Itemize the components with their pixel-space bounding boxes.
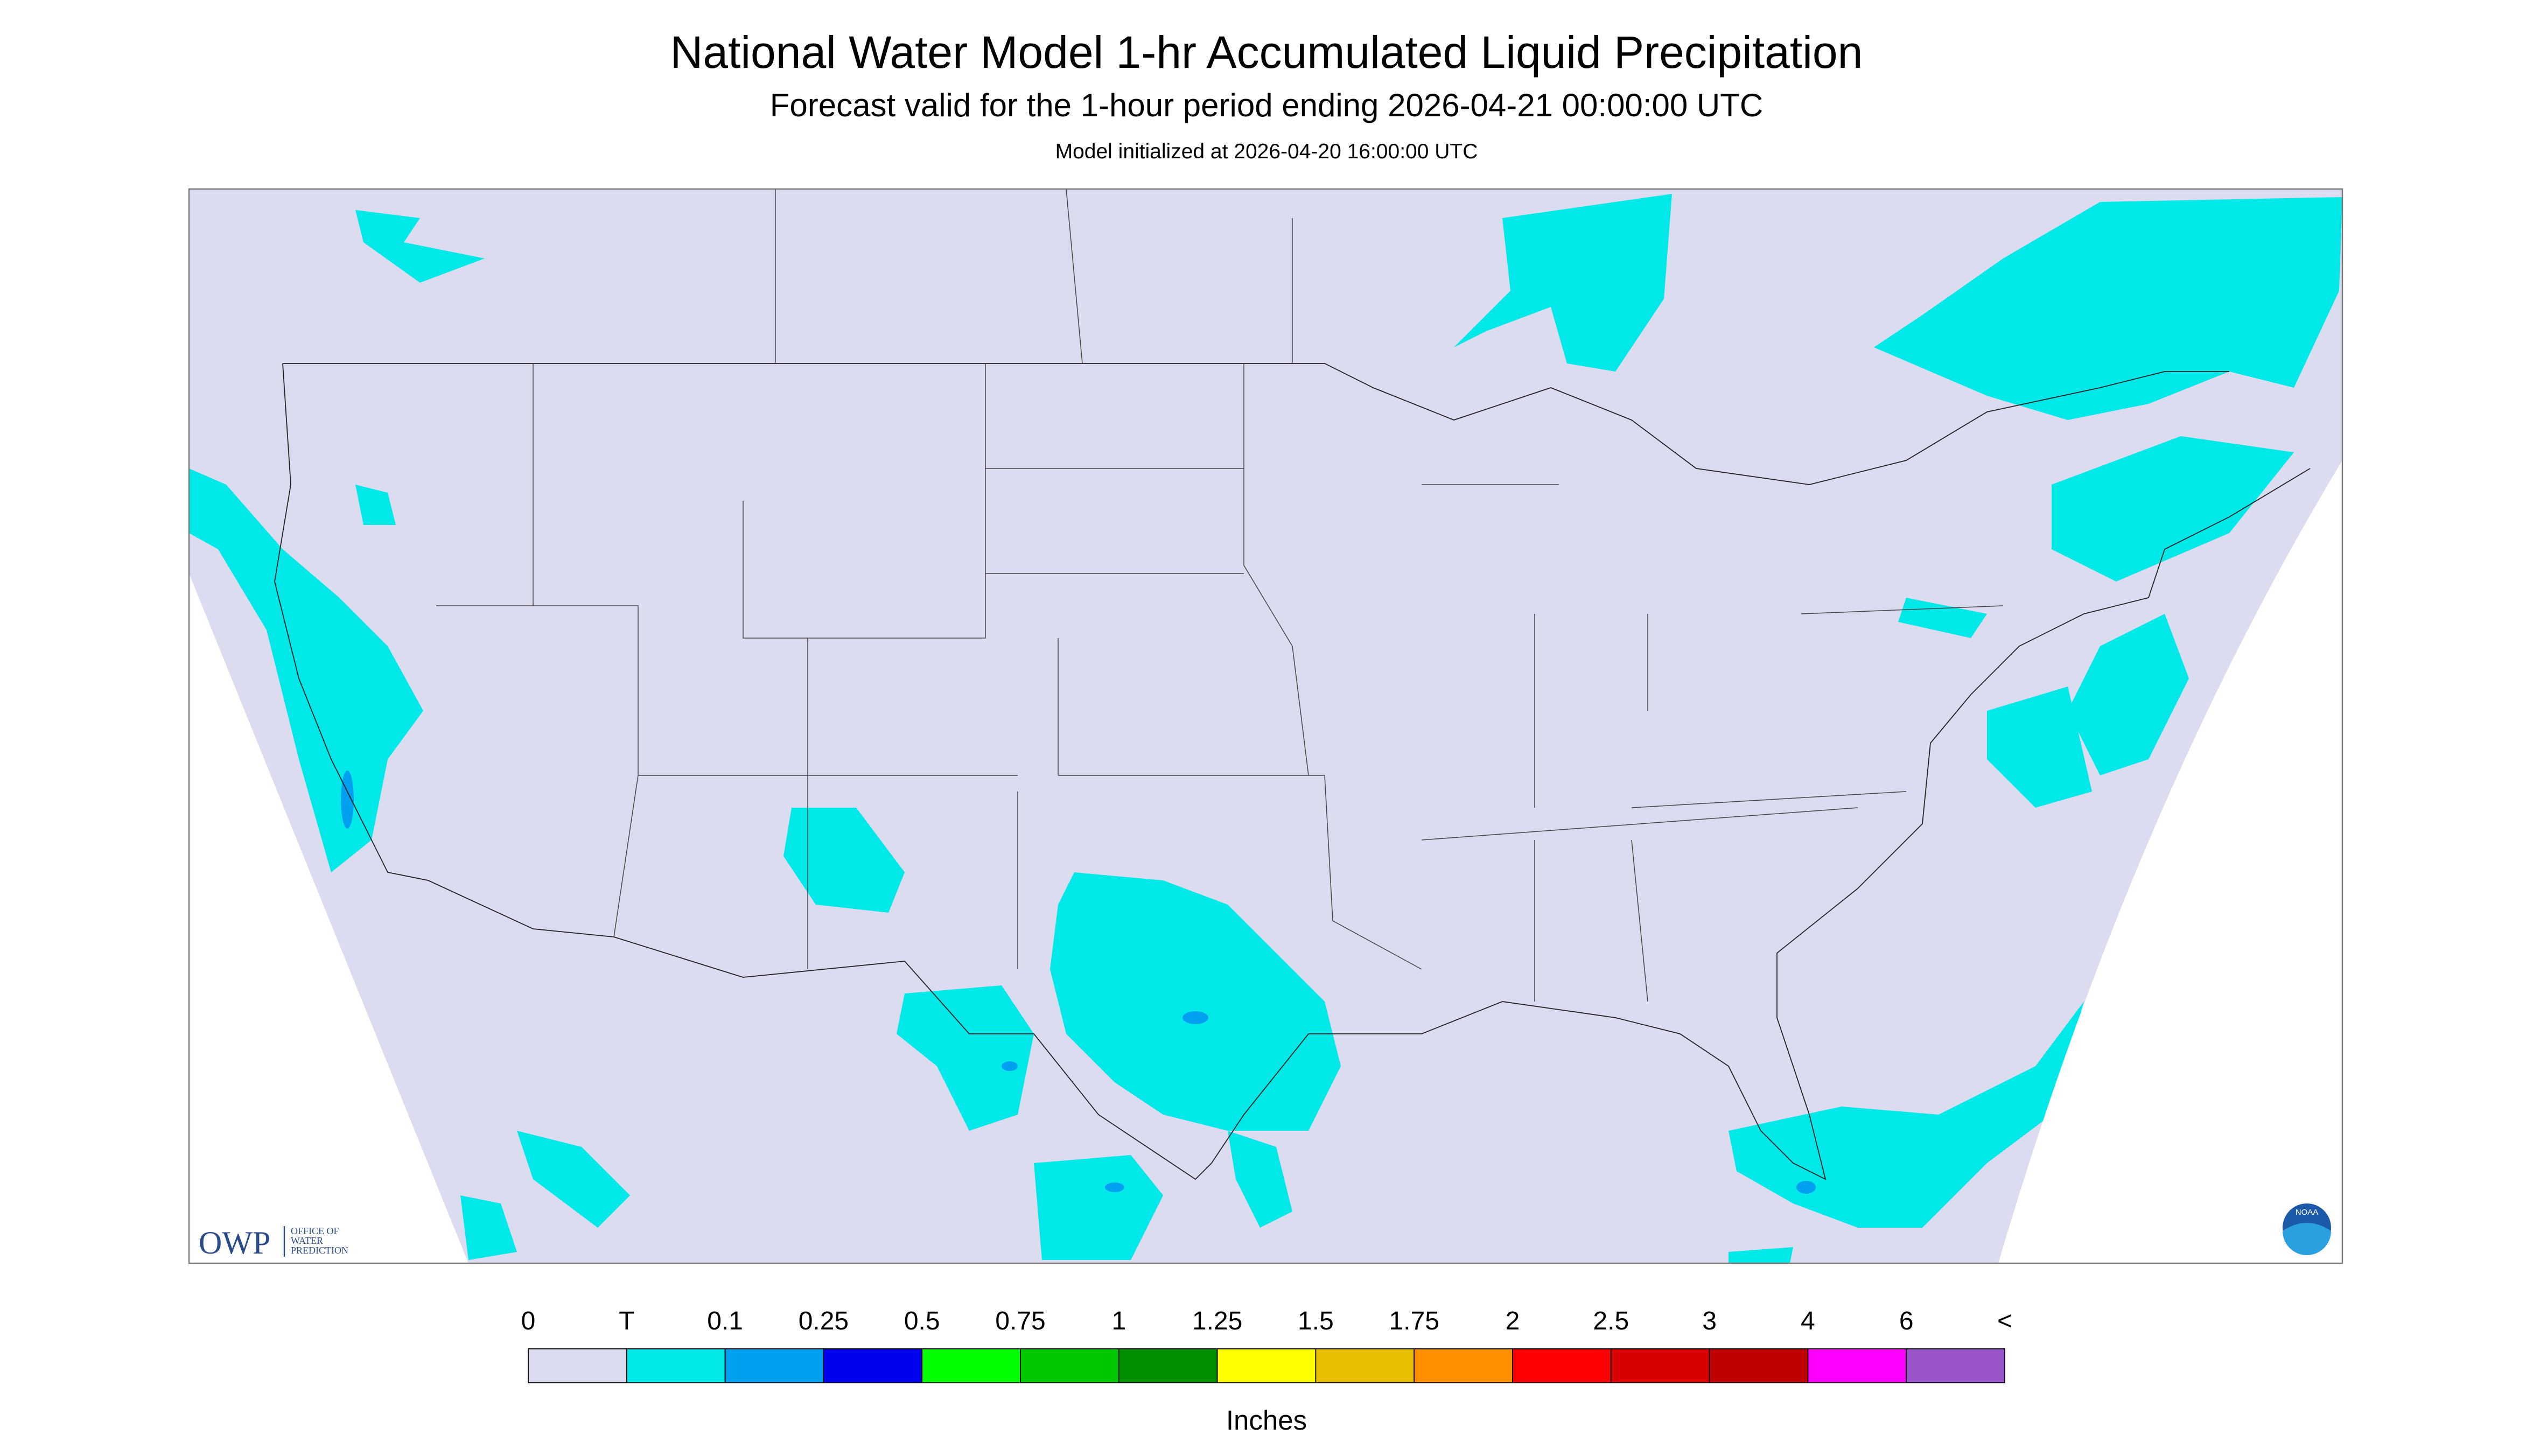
title: National Water Model 1-hr Accumulated Li…: [670, 27, 1863, 78]
colorbar-label: 0.25: [799, 1307, 849, 1335]
owp-logo: OWP: [199, 1225, 270, 1261]
colorbar-label: 1.5: [1298, 1307, 1334, 1335]
colorbar-label: 6: [1899, 1307, 1914, 1335]
colorbar-label: 0.5: [904, 1307, 940, 1335]
owp-logo-text: OFFICE OF: [291, 1226, 339, 1236]
domain-edge: [189, 573, 468, 1264]
domain-edge: [1998, 460, 2342, 1264]
colorbar-label: 1.75: [1389, 1307, 1439, 1335]
colorbar-swatch: [1512, 1348, 1612, 1383]
colorbar-label: 0.75: [995, 1307, 1045, 1335]
colorbar-swatch: [823, 1348, 923, 1383]
colorbar-swatch: [1906, 1348, 2005, 1383]
borders: [274, 188, 2311, 1180]
colorbar-label: T: [619, 1307, 634, 1335]
colorbar-swatch: [921, 1348, 1021, 1383]
colorbar-label: 4: [1801, 1307, 1815, 1335]
colorbar-swatch: [724, 1348, 824, 1383]
colorbar-label: 2.5: [1593, 1307, 1629, 1335]
colorbar-swatch: [1216, 1348, 1317, 1383]
colorbar-swatch: [1315, 1348, 1415, 1383]
colorbar-label: 3: [1702, 1307, 1717, 1335]
colorbar-label: 0.1: [707, 1307, 743, 1335]
colorbar-swatch: [1118, 1348, 1218, 1383]
map-frame: [188, 188, 2343, 1264]
init-time: Model initialized at 2026-04-20 16:00:00…: [1055, 140, 1478, 163]
colorbar-swatch: [528, 1348, 627, 1383]
owp-logo-text: WATER: [291, 1235, 323, 1246]
colorbar-swatch: [1020, 1348, 1119, 1383]
subtitle: Forecast valid for the 1-hour period end…: [770, 87, 1763, 123]
noaa-logo-text: NOAA: [2296, 1208, 2319, 1217]
owp-logo-text: PREDICTION: [291, 1245, 348, 1256]
colorbar-swatch: [626, 1348, 726, 1383]
precip-areas: [189, 194, 2342, 1264]
colorbar: 0 T 0.1 0.25 0.5 0.75 1 1.25 1.5 1.75 2 2.5 3 4 6 <: [521, 1307, 2012, 1383]
colorbar-swatch: [1709, 1348, 1809, 1383]
colorbar-label: 1: [1111, 1307, 1126, 1335]
colorbar-label: 2: [1506, 1307, 1520, 1335]
colorbar-unit: Inches: [1226, 1405, 1307, 1436]
colorbar-label: 1.25: [1192, 1307, 1242, 1335]
colorbar-swatch: [1807, 1348, 1907, 1383]
colorbar-label: 0: [521, 1307, 536, 1335]
colorbar-label: <: [1997, 1307, 2012, 1335]
colorbar-swatch: [1414, 1348, 1513, 1383]
colorbar-swatch: [1610, 1348, 1710, 1383]
map: OWP OFFICE OF WATER PREDICTION NOAA: [188, 188, 2343, 1264]
